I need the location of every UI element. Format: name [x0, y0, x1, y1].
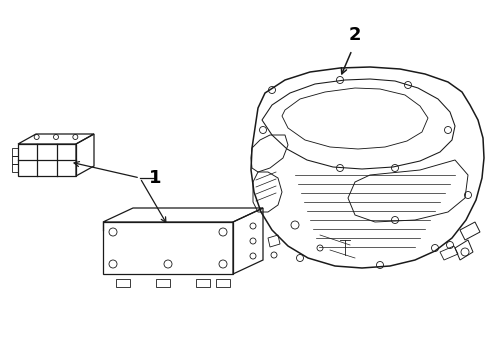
- Text: 2: 2: [349, 26, 361, 44]
- Text: 1: 1: [149, 169, 161, 187]
